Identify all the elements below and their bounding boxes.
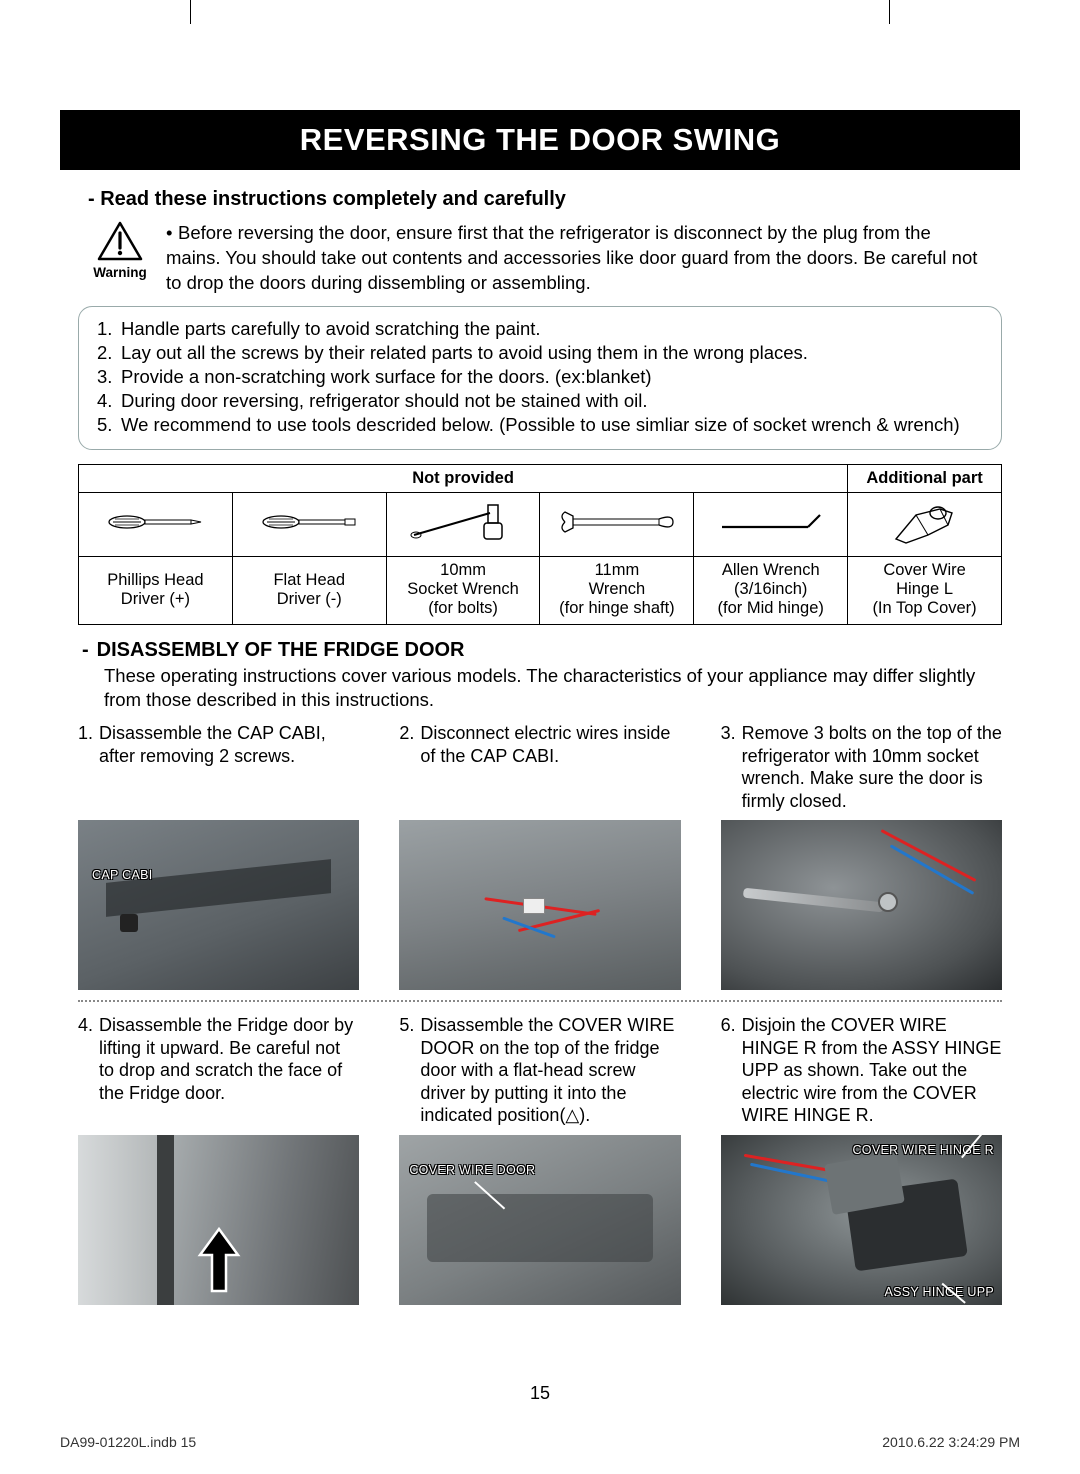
tip-4: During door reversing, refrigerator shou… — [121, 389, 648, 413]
section-lead: - Read these instructions completely and… — [88, 188, 1020, 211]
dotted-divider — [78, 1000, 1002, 1002]
label-assy-hinge-upp: ASSY HINGE UPP — [884, 1285, 994, 1299]
tips-box: 1.Handle parts carefully to avoid scratc… — [78, 306, 1002, 450]
section-sub: -DISASSEMBLY OF THE FRIDGE DOOR — [82, 639, 1020, 662]
tool-label-2: 10mmSocket Wrench(for bolts) — [386, 557, 540, 625]
tool-icon-allen — [694, 493, 848, 557]
section-note: These operating instructions cover vario… — [104, 664, 980, 712]
tool-label-1: Flat HeadDriver (-) — [232, 557, 386, 625]
page-banner: REVERSING THE DOOR SWING — [60, 110, 1020, 170]
tools-header-right: Additional part — [848, 465, 1002, 493]
step-1-image: CAP CABI — [78, 820, 359, 990]
warning-icon-block: Warning — [88, 221, 152, 280]
warning-icon — [97, 221, 143, 261]
tools-table: Not provided Additional part Phillips He… — [78, 464, 1002, 625]
tool-label-3: 11mmWrench(for hinge shaft) — [540, 557, 694, 625]
tool-label-5: Cover WireHinge L(In Top Cover) — [848, 557, 1002, 625]
step-2-text: 2.Disconnect electric wires inside of th… — [399, 722, 680, 812]
step-3-text: 3.Remove 3 bolts on the top of the refri… — [721, 722, 1002, 812]
tool-icon-wrench — [540, 493, 694, 557]
tip-5: We recommend to use tools descrided belo… — [121, 413, 960, 437]
step-4-image — [78, 1135, 359, 1305]
footer-left: DA99-01220L.indb 15 — [60, 1434, 196, 1450]
tip-2: Lay out all the screws by their related … — [121, 341, 808, 365]
tools-header-left: Not provided — [79, 465, 848, 493]
tool-label-0: Phillips HeadDriver (+) — [79, 557, 233, 625]
tool-icon-cover-wire-hinge — [848, 493, 1002, 557]
step-4-text: 4.Disassemble the Fridge door by lifting… — [78, 1014, 359, 1127]
label-cover-wire-door: COVER WIRE DOOR — [409, 1163, 535, 1177]
warning-text: •Before reversing the door, ensure first… — [166, 221, 980, 296]
warning-label: Warning — [88, 265, 152, 280]
tool-icon-socket — [386, 493, 540, 557]
step-2-image — [399, 820, 680, 990]
warning-text-content: Before reversing the door, ensure first … — [166, 222, 977, 293]
step-5-text: 5.Disassemble the COVER WIRE DOOR on the… — [399, 1014, 680, 1127]
step-1-text: 1.Disassemble the CAP CABI, after removi… — [78, 722, 359, 812]
page-number: 15 — [530, 1383, 550, 1404]
arrow-up-icon — [196, 1225, 242, 1295]
tool-icon-phillips — [79, 493, 233, 557]
tip-1: Handle parts carefully to avoid scratchi… — [121, 317, 541, 341]
tool-icon-flathead — [232, 493, 386, 557]
step-3-image — [721, 820, 1002, 990]
step-5-image: COVER WIRE DOOR — [399, 1135, 680, 1305]
tool-label-4: Allen Wrench(3/16inch)(for Mid hinge) — [694, 557, 848, 625]
step-6-text: 6.Disjoin the COVER WIRE HINGE R from th… — [721, 1014, 1002, 1127]
label-cap-cabi: CAP CABI — [92, 868, 153, 882]
tip-3: Provide a non-scratching work surface fo… — [121, 365, 652, 389]
footer-right: 2010.6.22 3:24:29 PM — [882, 1434, 1020, 1450]
step-6-image: COVER WIRE HINGE R ASSY HINGE UPP — [721, 1135, 1002, 1305]
